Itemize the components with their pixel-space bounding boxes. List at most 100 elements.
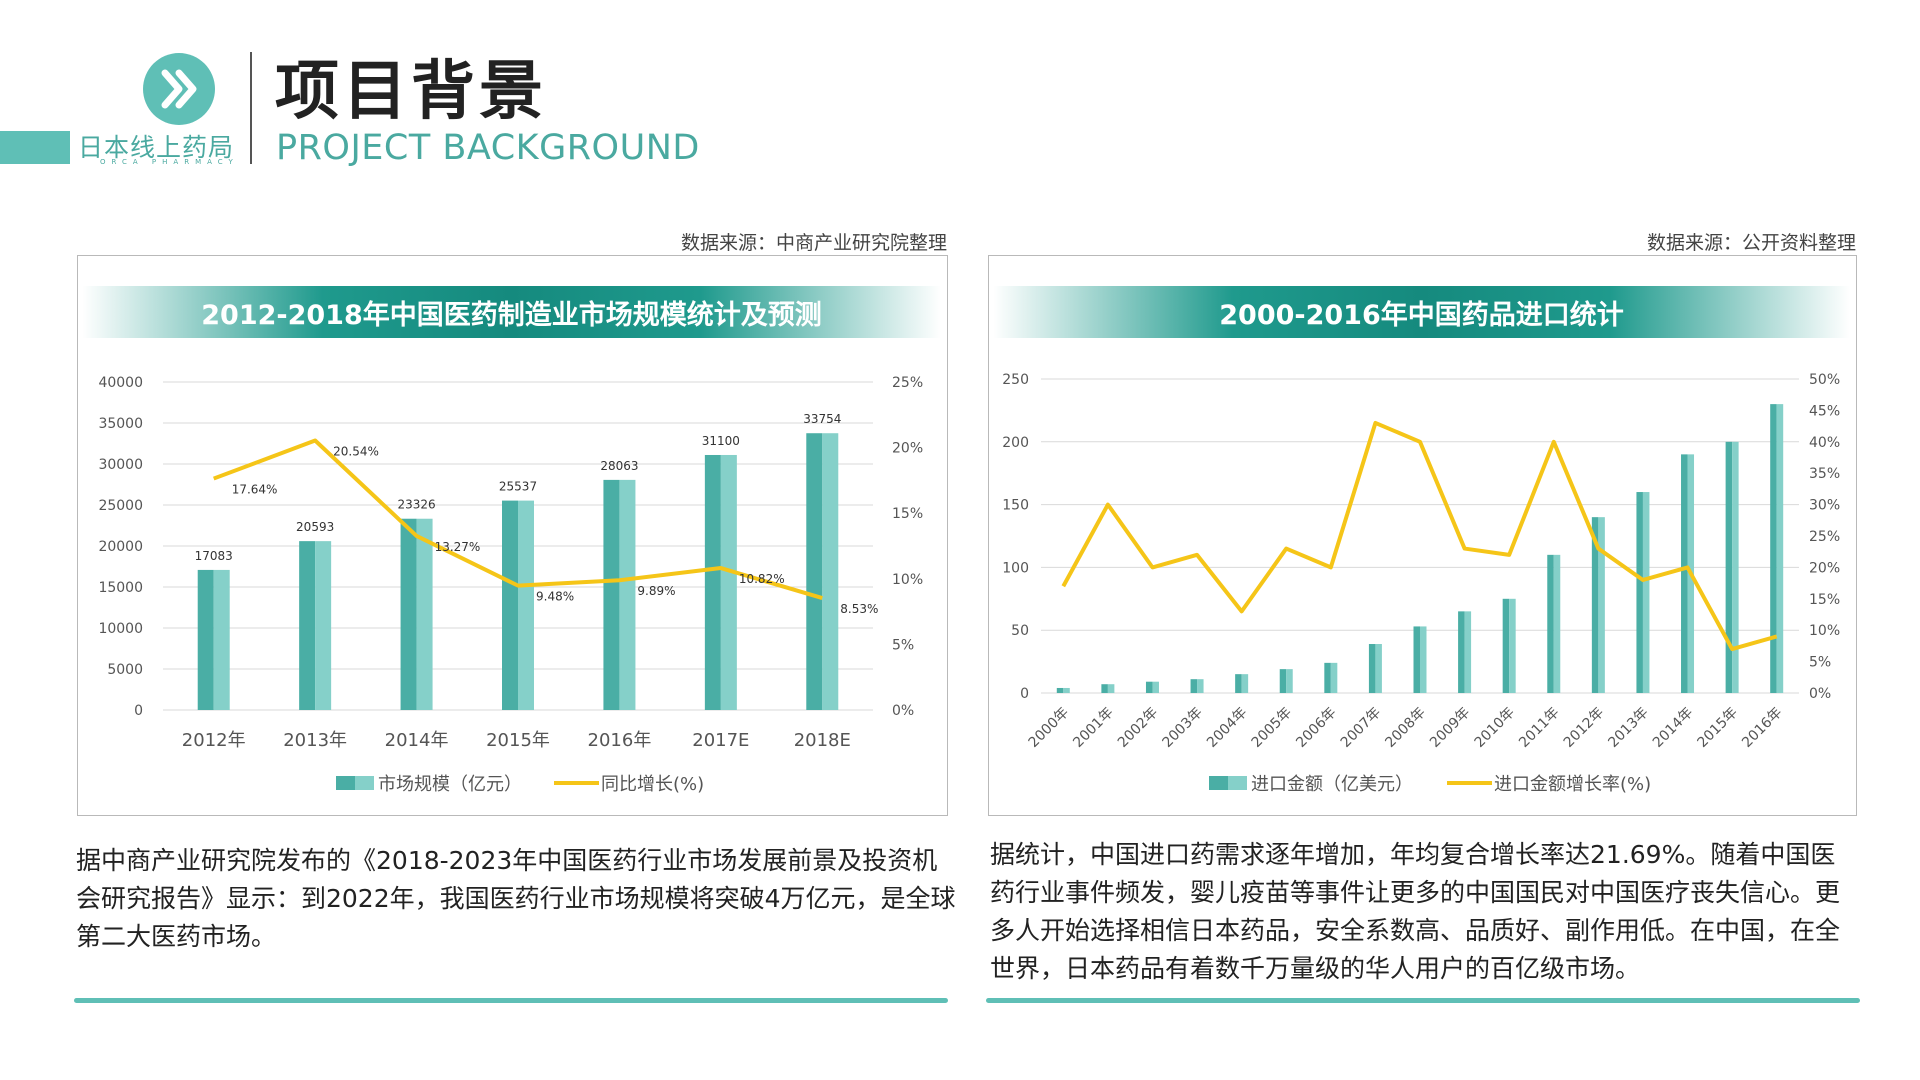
bar-highlight xyxy=(315,541,332,710)
bar xyxy=(502,500,518,710)
y-right-tick-label: 5% xyxy=(892,637,914,653)
legend-swatch-bar xyxy=(336,776,355,790)
bar xyxy=(1101,684,1108,693)
bar-highlight xyxy=(1642,492,1650,693)
bar xyxy=(603,479,620,710)
x-axis-label: 2010年 xyxy=(1472,705,1518,751)
bar-data-label: 31100 xyxy=(702,434,740,448)
bar xyxy=(704,454,721,710)
bar-data-label: 33754 xyxy=(803,412,841,426)
y-left-tick-label: 50 xyxy=(1011,623,1029,639)
y-right-tick-label: 0% xyxy=(892,703,914,719)
bar xyxy=(1636,492,1643,693)
right-description: 据统计，中国进口药需求逐年增加，年均复合增长率达21.69%。随着中国医药行业事… xyxy=(990,840,1841,983)
bar xyxy=(1279,669,1287,693)
legend-swatch-bar xyxy=(1209,776,1228,790)
right-chart: 0 50 100 150 200 250 0% 5% 10% 15% 20% 25% 30% 35% 40%… xyxy=(1002,372,1840,795)
x-axis-label: 2014年 xyxy=(385,730,449,751)
x-axis-label: 2015年 xyxy=(1695,705,1741,751)
accent-bar xyxy=(0,131,70,164)
left-chart: 0 5000 10000 15000 20000 25000 30000 35000 40000… xyxy=(98,375,923,795)
bar xyxy=(1368,644,1376,693)
legend-label-bar: 市场规模（亿元） xyxy=(378,774,522,795)
right-underline xyxy=(986,998,1860,1003)
logo xyxy=(143,53,215,125)
header-divider xyxy=(250,52,252,164)
bar xyxy=(197,569,214,710)
bar xyxy=(1458,611,1465,693)
x-axis-label: 2004年 xyxy=(1204,705,1250,751)
y-left-tick-label: 150 xyxy=(1002,498,1029,514)
x-axis-label: 2016年 xyxy=(1739,705,1785,751)
brand-name-en: ORCA PHARMACY xyxy=(100,158,239,166)
left-chart-title: 2012-2018年中国医药制造业市场规模统计及预测 xyxy=(82,286,941,338)
page-title: 项目背景 xyxy=(275,55,547,129)
x-axis-label: 2016年 xyxy=(588,730,652,751)
bar-highlight xyxy=(416,518,433,710)
line-data-label: 9.89% xyxy=(637,584,675,598)
x-axis-label: 2012年 xyxy=(1561,705,1607,751)
left-underline xyxy=(74,998,948,1003)
y-left-tick-label: 25000 xyxy=(98,498,143,514)
right-chart-panel: 2000-2016年中国药品进口统计 0 50 100 150 200 250 0% 5% 10… xyxy=(988,255,1857,816)
x-axis-label: 2017E xyxy=(692,730,749,751)
brand-name: 日本线上药局 xyxy=(78,133,235,162)
x-axis-label: 2005年 xyxy=(1249,705,1295,751)
bar-data-label: 23326 xyxy=(397,498,435,512)
y-right-tick-label: 0% xyxy=(1809,686,1831,702)
y-right-tick-label: 10% xyxy=(892,572,923,588)
bar xyxy=(1591,517,1599,693)
x-axis-label: 2007年 xyxy=(1338,705,1384,751)
y-left-tick-label: 5000 xyxy=(107,662,143,678)
bar-highlight xyxy=(518,500,534,710)
bar-highlight xyxy=(213,569,230,710)
y-right-tick-label: 20% xyxy=(1809,560,1840,576)
bar-highlight xyxy=(1375,644,1382,693)
bar-highlight xyxy=(1776,404,1784,693)
y-left-tick-label: 20000 xyxy=(98,539,143,555)
bar xyxy=(1413,626,1420,693)
bar xyxy=(1235,674,1242,693)
bar-highlight xyxy=(720,454,737,710)
x-axis-label: 2013年 xyxy=(1605,705,1651,751)
y-right-tick-label: 50% xyxy=(1809,372,1840,388)
x-axis-label: 2003年 xyxy=(1159,705,1205,751)
y-left-tick-label: 35000 xyxy=(98,416,143,432)
y-right-tick-label: 5% xyxy=(1809,655,1831,671)
bar-highlight xyxy=(822,433,839,710)
line-data-label: 17.64% xyxy=(232,483,278,497)
legend-swatch-bar-highlight xyxy=(1228,776,1247,790)
bar xyxy=(1190,679,1198,693)
growth-line xyxy=(1061,420,1778,652)
line-data-label: 13.27% xyxy=(435,540,481,554)
bar-highlight xyxy=(1152,681,1159,693)
legend-label-line: 进口金额增长率(%) xyxy=(1494,774,1651,795)
bar-highlight xyxy=(1509,598,1516,693)
x-axis-label: 2013年 xyxy=(283,730,347,751)
y-right-tick-label: 25% xyxy=(1809,529,1840,545)
bar-data-label: 25537 xyxy=(499,480,537,494)
bar-highlight xyxy=(1286,669,1293,693)
x-axis-label: 2014年 xyxy=(1650,705,1696,751)
bar-highlight xyxy=(1107,684,1115,693)
bar-data-label: 17083 xyxy=(195,549,233,563)
x-axis-label: 2000年 xyxy=(1026,705,1072,751)
bar xyxy=(1725,441,1733,693)
bar-highlight xyxy=(1732,441,1739,693)
bar xyxy=(806,433,823,710)
bar-highlight xyxy=(1598,517,1605,693)
bar-data-label: 20593 xyxy=(296,520,334,534)
bar xyxy=(1502,598,1510,693)
y-right-tick-label: 45% xyxy=(1809,403,1840,419)
line-data-label: 10.82% xyxy=(739,572,785,586)
right-data-source: 数据来源：公开资料整理 xyxy=(1646,232,1856,254)
bar-highlight xyxy=(1553,554,1561,693)
bar-data-label: 28063 xyxy=(600,459,638,473)
y-right-tick-label: 20% xyxy=(892,441,923,457)
y-left-tick-label: 0 xyxy=(134,703,143,719)
y-left-tick-label: 250 xyxy=(1002,372,1029,388)
left-data-source: 数据来源：中商产业研究院整理 xyxy=(680,232,947,254)
bar xyxy=(1056,687,1064,693)
left-description: 据中商产业研究院发布的《2018-2023年中国医药行业市场发展前景及投资机会研… xyxy=(76,846,956,951)
y-left-tick-label: 100 xyxy=(1002,560,1029,576)
